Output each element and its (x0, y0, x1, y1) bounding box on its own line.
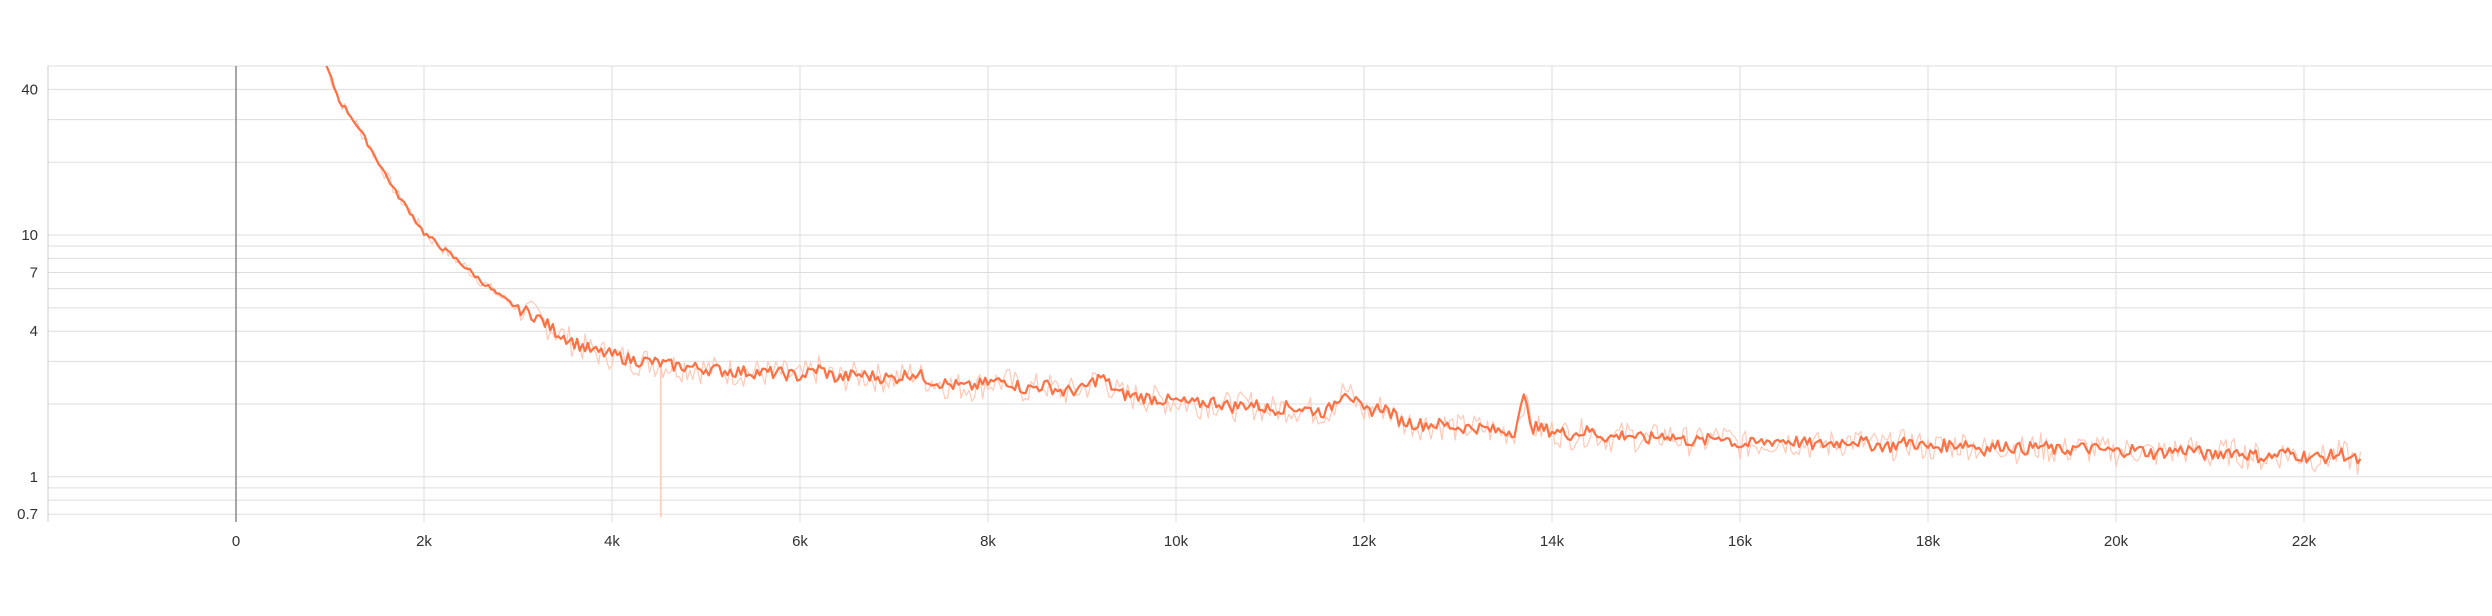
x-tick-label: 2k (416, 533, 432, 550)
x-tick-label: 16k (1728, 533, 1753, 550)
raw-series-line (325, 66, 2361, 476)
x-tick-label: 18k (1916, 533, 1941, 550)
y-tick-label: 1 (30, 469, 38, 486)
grid (48, 65, 2492, 522)
series-layer (325, 66, 2362, 518)
x-tick-label: 6k (792, 533, 808, 550)
smoothed-series-line (325, 66, 2362, 465)
y-tick-label: 7 (30, 264, 38, 281)
x-tick-label: 4k (604, 533, 620, 550)
y-tick-label: 4 (30, 323, 38, 340)
y-tick-label: 0.7 (17, 506, 38, 523)
x-tick-label: 0 (232, 533, 240, 550)
x-tick-label: 20k (2104, 533, 2129, 550)
x-tick-label: 8k (980, 533, 996, 550)
x-tick-label: 22k (2292, 533, 2317, 550)
tick-labels: 0.7 1 4 7 10 40 0 2k 4k 6k 8k 10k 12k 14k 16k 18k 20k 22k (17, 81, 2316, 550)
x-tick-label: 14k (1540, 533, 1565, 550)
y-tick-label: 40 (21, 81, 38, 98)
x-tick-label: 12k (1352, 533, 1377, 550)
x-tick-label: 10k (1164, 533, 1189, 550)
y-tick-label: 10 (21, 227, 38, 244)
